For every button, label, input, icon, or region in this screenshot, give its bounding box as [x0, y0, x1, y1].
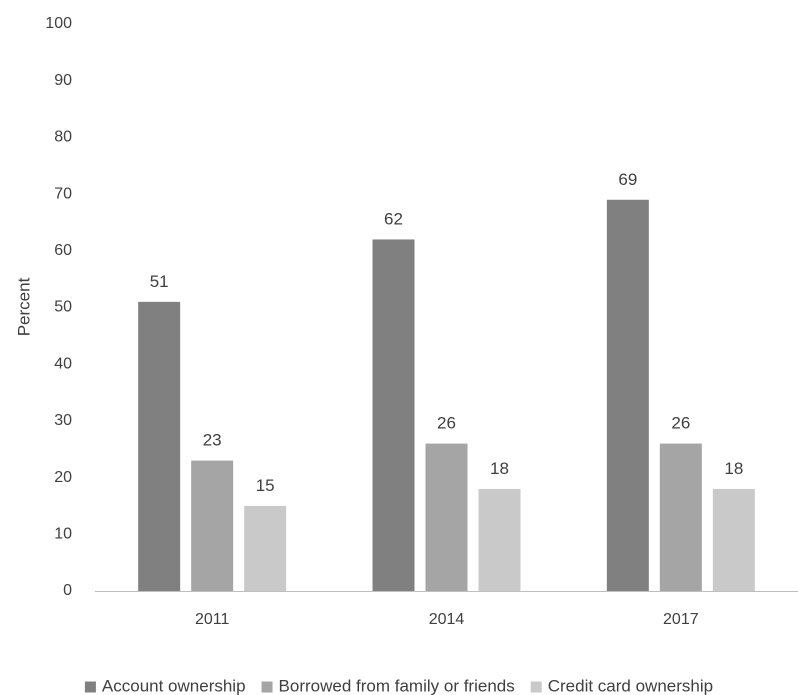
- legend-item: Account ownership: [84, 676, 246, 695]
- bar: [659, 443, 702, 591]
- y-tick-label: 20: [54, 469, 72, 486]
- y-tick-label: 100: [45, 15, 72, 32]
- y-tick-label: 60: [54, 242, 72, 259]
- y-tick-label: 40: [54, 355, 72, 372]
- x-tick-label: 2017: [663, 611, 699, 628]
- data-label: 23: [203, 431, 222, 450]
- legend-label: Account ownership: [102, 676, 246, 695]
- y-axis-label: Percent: [14, 277, 33, 336]
- legend-swatch: [261, 681, 273, 693]
- bar: [478, 488, 521, 591]
- bar: [191, 460, 234, 591]
- y-tick-label: 0: [63, 582, 72, 599]
- x-tick-label: 2011: [195, 611, 230, 628]
- data-label: 51: [150, 272, 169, 291]
- y-tick-label: 50: [54, 299, 72, 316]
- y-tick-label: 90: [54, 72, 72, 89]
- data-label: 69: [618, 170, 637, 189]
- data-label: 18: [490, 459, 509, 478]
- y-tick-label: 30: [54, 412, 72, 429]
- bar: [372, 239, 415, 591]
- y-axis-ticks: 0 10 20 30 40 50 60 70 80 90 100: [45, 15, 72, 599]
- bar: [425, 443, 468, 591]
- bar: [138, 301, 181, 591]
- data-label: 15: [256, 476, 275, 495]
- legend-label: Credit card ownership: [548, 676, 713, 695]
- legend-swatch: [530, 681, 542, 693]
- bar: [606, 199, 649, 591]
- bars: [138, 199, 755, 591]
- data-label: 18: [724, 459, 743, 478]
- data-label: 26: [437, 414, 456, 433]
- legend-swatch: [84, 681, 96, 693]
- y-tick-label: 80: [54, 129, 72, 146]
- x-tick-label: 2014: [429, 611, 465, 628]
- legend-label: Borrowed from family or friends: [279, 676, 515, 695]
- data-label: 62: [384, 209, 403, 228]
- data-labels: 51 23 15 62 26 18 69 26 18: [150, 170, 744, 495]
- bar: [244, 505, 287, 591]
- legend-item: Borrowed from family or friends: [261, 676, 515, 695]
- y-tick-label: 10: [54, 526, 72, 543]
- legend: Account ownership Borrowed from family or…: [84, 676, 713, 695]
- y-tick-label: 70: [54, 185, 72, 202]
- legend-item: Credit card ownership: [530, 676, 713, 695]
- data-label: 26: [671, 414, 690, 433]
- bar: [712, 488, 755, 591]
- x-axis-ticks: 2011 2014 2017: [195, 611, 699, 628]
